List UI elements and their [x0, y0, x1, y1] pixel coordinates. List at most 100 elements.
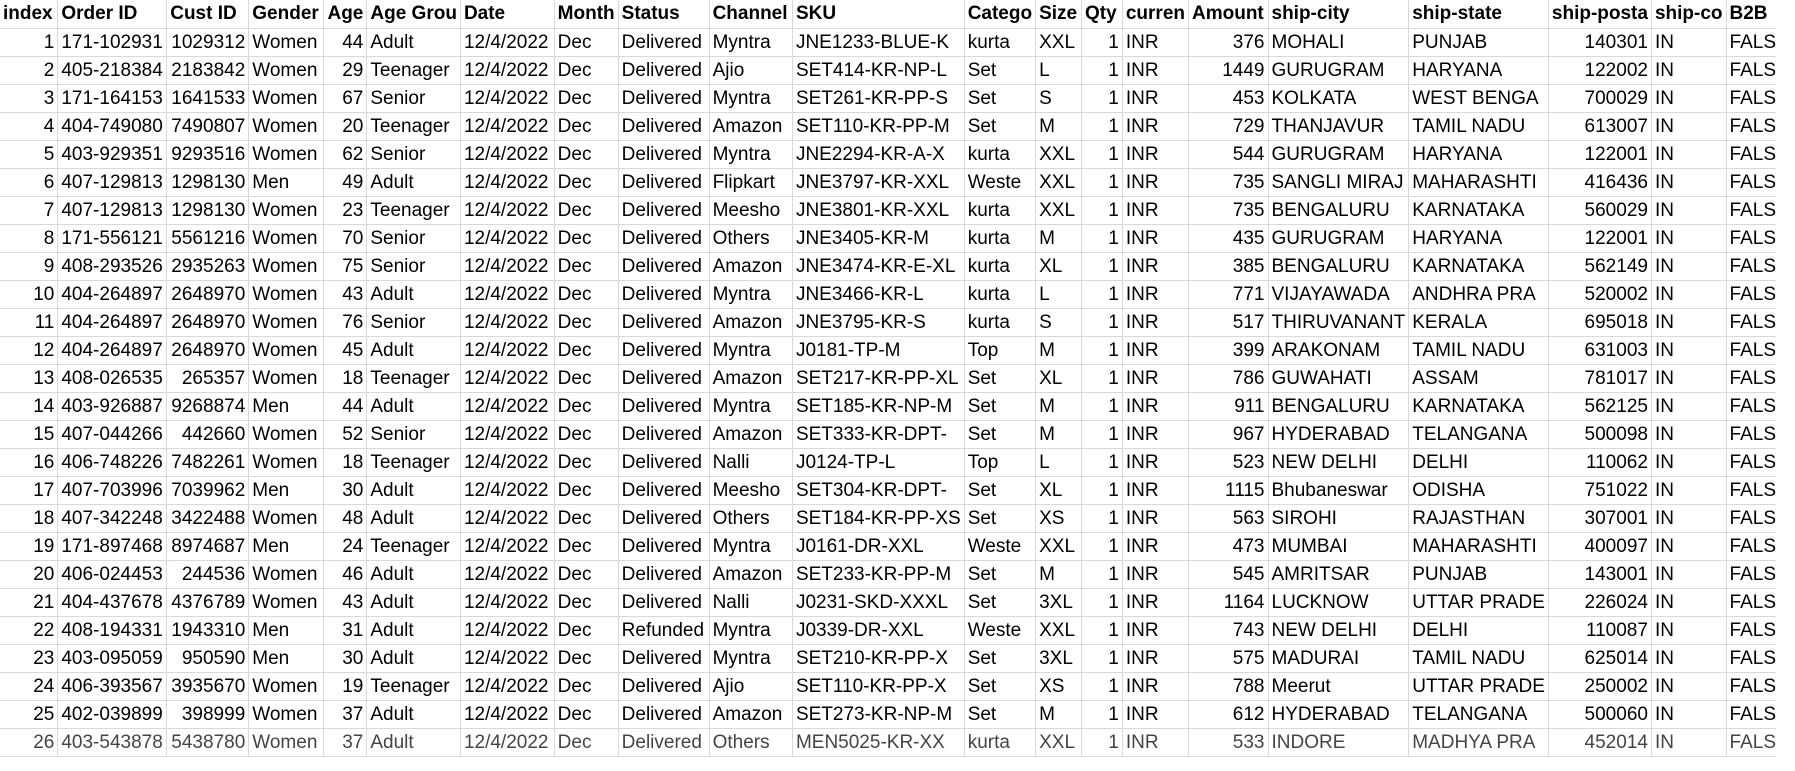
- table-cell[interactable]: GURUGRAM: [1268, 56, 1410, 85]
- table-cell[interactable]: XXL: [1035, 196, 1082, 225]
- table-cell[interactable]: 442660: [166, 420, 250, 449]
- table-cell[interactable]: Women: [248, 364, 325, 393]
- table-cell[interactable]: Women: [248, 728, 325, 757]
- table-cell[interactable]: Delivered: [618, 84, 710, 113]
- table-cell[interactable]: XXL: [1035, 728, 1082, 757]
- table-cell[interactable]: INR: [1122, 392, 1190, 421]
- table-cell[interactable]: XL: [1035, 364, 1082, 393]
- column-header[interactable]: Gender: [248, 0, 325, 29]
- table-cell[interactable]: Women: [248, 140, 325, 169]
- table-cell[interactable]: 729: [1188, 112, 1269, 141]
- table-cell[interactable]: 12/4/2022: [460, 140, 555, 169]
- table-cell[interactable]: SIROHI: [1268, 504, 1410, 533]
- table-cell[interactable]: Dec: [554, 28, 619, 57]
- table-cell[interactable]: 14: [0, 392, 59, 421]
- table-cell[interactable]: Set: [964, 364, 1037, 393]
- table-cell[interactable]: 19: [323, 672, 368, 701]
- table-cell[interactable]: 407-044266: [57, 420, 168, 449]
- table-cell[interactable]: Adult: [366, 280, 461, 309]
- table-cell[interactable]: Adult: [366, 728, 461, 757]
- table-cell[interactable]: Myntra: [709, 644, 793, 673]
- table-cell[interactable]: Delivered: [618, 420, 710, 449]
- table-cell[interactable]: M: [1035, 700, 1082, 729]
- table-cell[interactable]: Delivered: [618, 336, 710, 365]
- table-cell[interactable]: INR: [1122, 56, 1190, 85]
- table-cell[interactable]: Delivered: [618, 560, 710, 589]
- table-cell[interactable]: 9: [0, 252, 59, 281]
- table-cell[interactable]: 2: [0, 56, 59, 85]
- table-cell[interactable]: 544: [1188, 140, 1269, 169]
- table-cell[interactable]: Delivered: [618, 504, 710, 533]
- table-cell[interactable]: 122001: [1548, 224, 1652, 253]
- table-cell[interactable]: 122001: [1548, 140, 1652, 169]
- table-cell[interactable]: SET185-KR-NP-M: [792, 392, 965, 421]
- table-cell[interactable]: S: [1035, 308, 1082, 337]
- table-cell[interactable]: 1298130: [166, 196, 250, 225]
- table-cell[interactable]: 15: [0, 420, 59, 449]
- table-cell[interactable]: INR: [1122, 224, 1190, 253]
- table-cell[interactable]: 171-102931: [57, 28, 168, 57]
- table-cell[interactable]: 43: [323, 588, 368, 617]
- table-cell[interactable]: 695018: [1548, 308, 1652, 337]
- table-cell[interactable]: 402-039899: [57, 700, 168, 729]
- table-cell[interactable]: Women: [248, 56, 325, 85]
- table-cell[interactable]: 405-218384: [57, 56, 168, 85]
- table-cell[interactable]: SET304-KR-DPT-: [792, 476, 965, 505]
- table-cell[interactable]: M: [1035, 224, 1082, 253]
- table-cell[interactable]: Women: [248, 308, 325, 337]
- table-cell[interactable]: INR: [1122, 196, 1190, 225]
- table-cell[interactable]: Set: [964, 588, 1037, 617]
- table-cell[interactable]: 385: [1188, 252, 1269, 281]
- table-cell[interactable]: 500098: [1548, 420, 1652, 449]
- table-cell[interactable]: 403-929351: [57, 140, 168, 169]
- table-cell[interactable]: Teenager: [366, 672, 461, 701]
- table-cell[interactable]: 5561216: [166, 224, 250, 253]
- table-cell[interactable]: 24: [323, 532, 368, 561]
- table-cell[interactable]: 1: [1081, 84, 1123, 113]
- table-cell[interactable]: Dec: [554, 168, 619, 197]
- table-cell[interactable]: 520002: [1548, 280, 1652, 309]
- column-header[interactable]: Channel: [709, 0, 793, 29]
- table-cell[interactable]: Dec: [554, 644, 619, 673]
- table-cell[interactable]: 1: [1081, 448, 1123, 477]
- table-cell[interactable]: UTTAR PRADE: [1408, 588, 1549, 617]
- table-cell[interactable]: INR: [1122, 672, 1190, 701]
- column-header[interactable]: SKU: [792, 0, 965, 29]
- table-cell[interactable]: BENGALURU: [1268, 252, 1410, 281]
- table-cell[interactable]: 408-293526: [57, 252, 168, 281]
- table-cell[interactable]: 12/4/2022: [460, 252, 555, 281]
- table-cell[interactable]: 12/4/2022: [460, 224, 555, 253]
- table-cell[interactable]: SET333-KR-DPT-: [792, 420, 965, 449]
- table-cell[interactable]: Delivered: [618, 392, 710, 421]
- table-cell[interactable]: 44: [323, 392, 368, 421]
- table-cell[interactable]: 21: [0, 588, 59, 617]
- table-cell[interactable]: VIJAYAWADA: [1268, 280, 1410, 309]
- table-cell[interactable]: Weste: [964, 616, 1037, 645]
- table-cell[interactable]: 12/4/2022: [460, 196, 555, 225]
- table-cell[interactable]: JNE3797-KR-XXL: [792, 168, 965, 197]
- table-cell[interactable]: PUNJAB: [1408, 28, 1549, 57]
- table-cell[interactable]: IN: [1651, 336, 1727, 365]
- table-cell[interactable]: M: [1035, 112, 1082, 141]
- table-cell[interactable]: Delivered: [618, 700, 710, 729]
- table-cell[interactable]: 12/4/2022: [460, 28, 555, 57]
- table-cell[interactable]: 786: [1188, 364, 1269, 393]
- table-cell[interactable]: Flipkart: [709, 168, 793, 197]
- table-cell[interactable]: J0124-TP-L: [792, 448, 965, 477]
- table-cell[interactable]: 735: [1188, 168, 1269, 197]
- table-cell[interactable]: INR: [1122, 532, 1190, 561]
- table-cell[interactable]: 7039962: [166, 476, 250, 505]
- table-cell[interactable]: Men: [248, 532, 325, 561]
- table-cell[interactable]: 406-748226: [57, 448, 168, 477]
- table-cell[interactable]: 400097: [1548, 532, 1652, 561]
- table-cell[interactable]: J0339-DR-XXL: [792, 616, 965, 645]
- table-cell[interactable]: M: [1035, 392, 1082, 421]
- table-cell[interactable]: INR: [1122, 700, 1190, 729]
- table-cell[interactable]: XXL: [1035, 140, 1082, 169]
- table-cell[interactable]: 171-897468: [57, 532, 168, 561]
- table-cell[interactable]: Top: [964, 336, 1037, 365]
- table-cell[interactable]: Dec: [554, 504, 619, 533]
- table-cell[interactable]: 43: [323, 280, 368, 309]
- table-cell[interactable]: Dec: [554, 140, 619, 169]
- table-cell[interactable]: 44: [323, 28, 368, 57]
